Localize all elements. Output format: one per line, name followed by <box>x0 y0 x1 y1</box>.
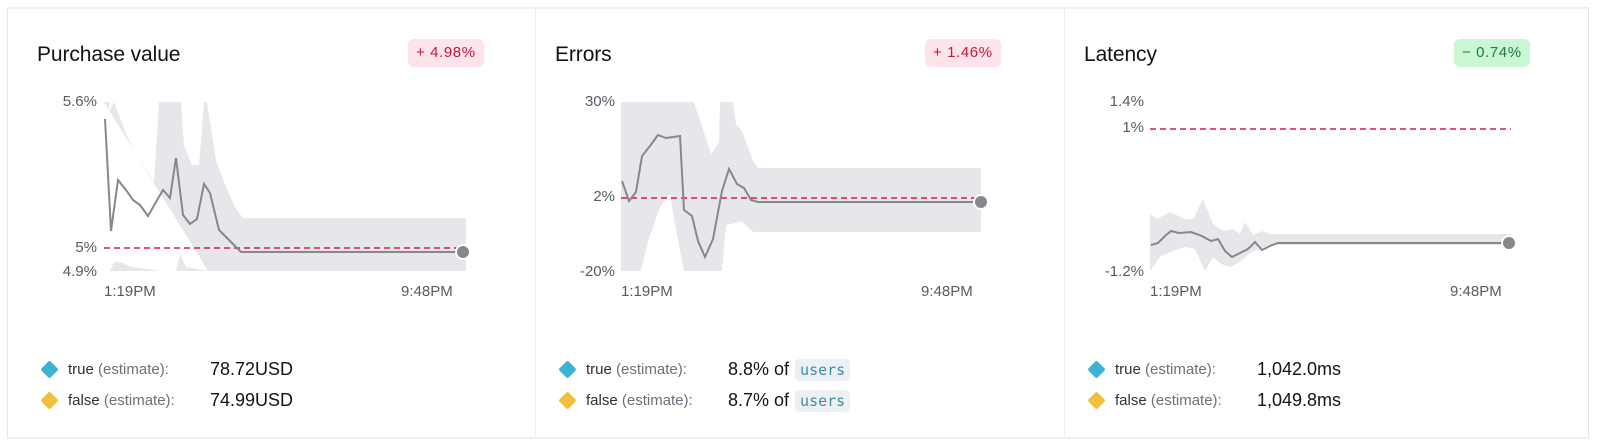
true-diamond-icon <box>1087 360 1106 379</box>
panel-title: Purchase value <box>37 43 181 66</box>
end-point-marker <box>455 244 471 260</box>
confidence-band <box>104 102 466 271</box>
legend-row-true: true (estimate): 78.72USD <box>38 354 293 385</box>
x-tick-start: 1:19PM <box>621 283 673 300</box>
true-diamond-icon <box>558 360 577 379</box>
legend: true (estimate): 78.72USD false (estimat… <box>38 354 293 416</box>
x-tick-start: 1:19PM <box>1150 283 1202 300</box>
y-tick-bottom: -1.2% <box>1104 263 1144 280</box>
false-diamond-icon <box>1087 391 1106 410</box>
x-tick-end: 9:48PM <box>1450 283 1502 300</box>
trend-line <box>621 133 978 260</box>
change-badge: − 0.74% <box>1454 39 1530 67</box>
errors-panel: Errors + 1.46% 30% 2% -20% 1:19PM 9:48PM… <box>535 9 1064 437</box>
legend: true (estimate): 1,042.0ms false (estima… <box>1085 354 1341 416</box>
change-badge: + 1.46% <box>925 39 1001 67</box>
legend-key-name: false <box>68 392 100 409</box>
legend-key: false (estimate): <box>586 392 728 409</box>
confidence-band <box>1150 199 1511 271</box>
legend-key: true (estimate): <box>68 361 210 378</box>
legend-key-suffix: (estimate): <box>1145 361 1216 378</box>
y-tick-top: 5.6% <box>62 93 97 110</box>
legend-row-true: true (estimate): 8.8% of users <box>556 354 851 385</box>
legend-value: 1,042.0ms <box>1257 359 1342 379</box>
legend-key: false (estimate): <box>68 392 210 409</box>
legend-value: 8.8% of <box>728 359 790 379</box>
legend-key-suffix: (estimate): <box>616 361 687 378</box>
legend-value: 78.72USD <box>210 359 294 379</box>
purchase-value-chart[interactable] <box>8 9 535 319</box>
legend-key-name: true <box>68 361 94 378</box>
legend-key-name: true <box>586 361 612 378</box>
legend-row-false: false (estimate): 1,049.8ms <box>1085 385 1341 416</box>
legend: true (estimate): 8.8% of users false (es… <box>556 354 851 416</box>
y-tick-mid: 2% <box>593 188 615 205</box>
trend-line <box>104 118 463 253</box>
legend-key: true (estimate): <box>586 361 728 378</box>
y-tick-mid: 5% <box>75 239 97 256</box>
panel-title: Latency <box>1084 43 1157 66</box>
y-tick-bottom: 4.9% <box>62 263 97 280</box>
end-point-marker <box>1501 235 1517 251</box>
true-diamond-icon <box>40 360 59 379</box>
latency-chart[interactable] <box>1065 9 1590 319</box>
legend-value: 8.7% of <box>728 390 790 410</box>
users-tag[interactable]: users <box>795 358 851 381</box>
x-tick-start: 1:19PM <box>104 283 156 300</box>
errors-chart[interactable] <box>536 9 1065 319</box>
false-diamond-icon <box>558 391 577 410</box>
legend-value: 74.99USD <box>210 390 294 410</box>
y-tick-bottom: -20% <box>579 263 615 280</box>
legend-key-name: false <box>1115 392 1147 409</box>
metrics-container: Purchase value + 4.98% 5.6% 5% 4.9% 1:19… <box>7 7 1589 439</box>
legend-key-suffix: (estimate): <box>621 392 693 409</box>
legend-key-name: false <box>586 392 618 409</box>
legend-row-false: false (estimate): 74.99USD <box>38 385 293 416</box>
users-tag[interactable]: users <box>795 389 851 412</box>
legend-row-true: true (estimate): 1,042.0ms <box>1085 354 1341 385</box>
x-tick-end: 9:48PM <box>401 283 453 300</box>
legend-key-suffix: (estimate): <box>98 361 169 378</box>
end-point-marker <box>973 194 989 210</box>
trend-line <box>1150 229 1508 259</box>
legend-key: true (estimate): <box>1115 361 1257 378</box>
confidence-band <box>621 102 981 271</box>
panel-title: Errors <box>555 43 612 66</box>
legend-key-name: true <box>1115 361 1141 378</box>
latency-panel: Latency − 0.74% 1.4% 1% -1.2% 1:19PM 9:4… <box>1064 9 1588 437</box>
legend-row-false: false (estimate): 8.7% of users <box>556 385 851 416</box>
x-tick-end: 9:48PM <box>921 283 973 300</box>
legend-key: false (estimate): <box>1115 392 1257 409</box>
false-diamond-icon <box>40 391 59 410</box>
y-tick-top: 1.4% <box>1109 93 1144 110</box>
y-tick-top: 30% <box>584 93 615 110</box>
y-tick-mid: 1% <box>1122 119 1144 136</box>
legend-key-suffix: (estimate): <box>103 392 175 409</box>
legend-value: 1,049.8ms <box>1257 390 1342 410</box>
legend-key-suffix: (estimate): <box>1150 392 1222 409</box>
purchase-value-panel: Purchase value + 4.98% 5.6% 5% 4.9% 1:19… <box>8 9 535 437</box>
change-badge: + 4.98% <box>408 39 484 67</box>
